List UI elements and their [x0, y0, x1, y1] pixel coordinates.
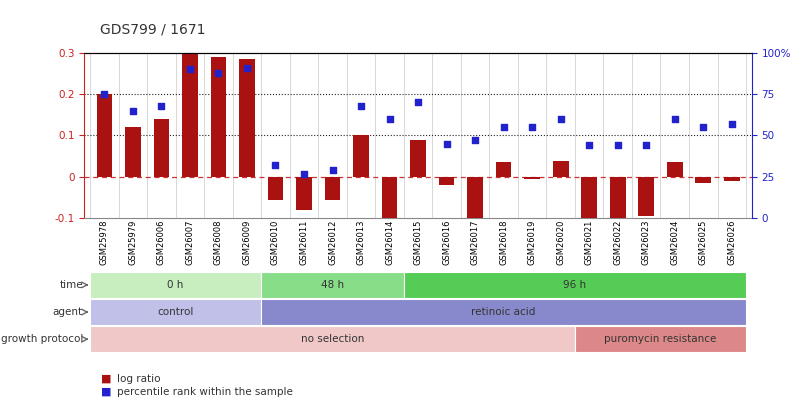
Text: growth protocol: growth protocol [1, 334, 83, 344]
Text: ■: ■ [100, 374, 111, 384]
Bar [609, 177, 625, 218]
Point [667, 116, 680, 122]
Point [354, 102, 367, 109]
Text: no selection: no selection [300, 334, 364, 344]
Point [525, 124, 538, 130]
Point [183, 66, 196, 72]
Bar [381, 177, 397, 231]
Point [297, 171, 310, 177]
Bar [723, 177, 739, 181]
Point [126, 107, 139, 114]
Bar [524, 177, 540, 179]
Bar [90, 299, 261, 325]
Text: 48 h: 48 h [320, 280, 344, 290]
Bar [552, 161, 568, 177]
Bar [353, 135, 369, 177]
Bar [581, 177, 597, 231]
Text: GDS799 / 1671: GDS799 / 1671 [100, 22, 206, 36]
Bar [574, 326, 745, 352]
Bar [90, 326, 574, 352]
Point [269, 162, 282, 168]
Point [439, 141, 452, 147]
Point [724, 121, 737, 127]
Point [553, 116, 566, 122]
Bar [410, 140, 426, 177]
Point [582, 142, 595, 149]
Bar [153, 119, 169, 177]
Bar [181, 53, 198, 177]
Bar [96, 94, 112, 177]
Bar [267, 177, 283, 200]
Point [240, 64, 253, 71]
Bar [438, 177, 454, 185]
Bar [261, 299, 745, 325]
Bar [296, 177, 312, 210]
Point [696, 124, 709, 130]
Point [411, 99, 424, 106]
Bar [695, 177, 710, 183]
Text: 96 h: 96 h [563, 280, 585, 290]
Bar [467, 177, 483, 241]
Point [155, 102, 168, 109]
Text: control: control [157, 307, 194, 317]
Text: log ratio: log ratio [116, 374, 160, 384]
Bar [125, 127, 141, 177]
Text: percentile rank within the sample: percentile rank within the sample [116, 387, 292, 397]
Bar [495, 162, 511, 177]
Text: retinoic acid: retinoic acid [471, 307, 535, 317]
Point [639, 142, 652, 149]
Text: ■: ■ [100, 387, 111, 397]
Bar [324, 177, 340, 200]
Bar [261, 272, 403, 298]
Bar [403, 272, 745, 298]
Bar [210, 57, 226, 177]
Text: agent: agent [53, 307, 83, 317]
Bar [666, 162, 682, 177]
Text: puromycin resistance: puromycin resistance [604, 334, 715, 344]
Point [610, 142, 623, 149]
Text: time: time [59, 280, 83, 290]
Text: 0 h: 0 h [167, 280, 184, 290]
Bar [90, 272, 261, 298]
Point [468, 137, 481, 144]
Point [98, 91, 111, 97]
Point [383, 116, 396, 122]
Bar [238, 59, 255, 177]
Point [212, 69, 225, 76]
Point [496, 124, 509, 130]
Bar [638, 177, 654, 216]
Point [326, 167, 339, 173]
